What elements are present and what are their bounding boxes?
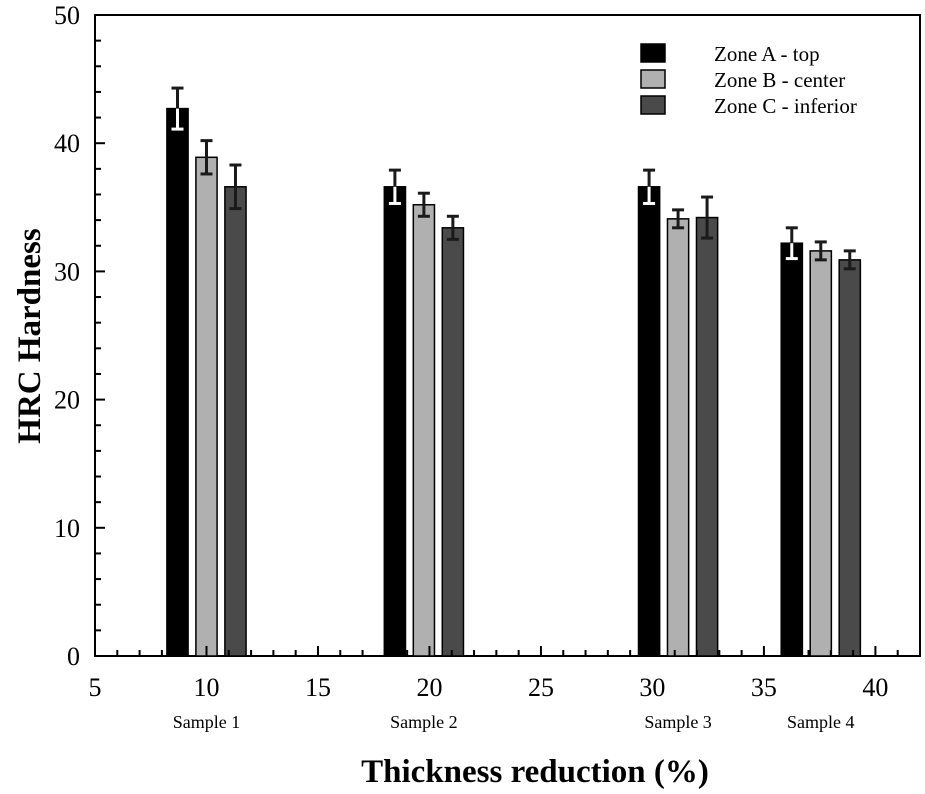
- sample-label-3: Sample 3: [644, 712, 712, 732]
- x-tick-label: 20: [416, 673, 442, 702]
- bar-4-3: [838, 259, 862, 657]
- x-tick-label: 15: [305, 673, 331, 702]
- x-tick-label: 10: [193, 673, 219, 702]
- bar-3-3: [695, 216, 719, 657]
- legend-label: Zone B - center: [714, 68, 845, 92]
- sample-label-1: Sample 1: [173, 712, 241, 732]
- legend-item-2: Zone B - center: [640, 68, 845, 92]
- legend-swatch: [640, 43, 666, 63]
- x-tick-label: 40: [862, 673, 888, 702]
- error-bar-1-2: [200, 139, 213, 176]
- bar-1-3: [224, 186, 247, 657]
- bar-1-2: [195, 156, 218, 657]
- x-tick-label: 30: [639, 673, 665, 702]
- sample-label-2: Sample 2: [390, 712, 458, 732]
- bar-3-1: [637, 186, 661, 657]
- x-axis-ticks: 5 10 15 20 25 30 35 40: [89, 646, 921, 702]
- legend-label: Zone C - inferior: [714, 94, 857, 118]
- error-bar-4-2: [814, 240, 827, 262]
- error-bar-4-3: [843, 249, 856, 271]
- legend-item-1: Zone A - top: [640, 42, 820, 66]
- sample-label-4: Sample 4: [787, 712, 855, 732]
- y-axis-ticks: 0 10 20 30 40 50: [54, 1, 105, 671]
- legend-label: Zone A - top: [714, 42, 820, 66]
- y-tick-label: 20: [54, 386, 80, 415]
- bar-2-2: [412, 203, 436, 657]
- error-bars-layer: [171, 86, 856, 271]
- y-axis-title: HRC Hardness: [12, 228, 48, 444]
- error-bar-2-3: [446, 214, 459, 241]
- error-bar-3-2: [672, 208, 685, 230]
- y-tick-label: 0: [67, 642, 80, 671]
- bar-1-1: [166, 107, 189, 657]
- y-tick-label: 30: [54, 257, 80, 286]
- error-bar-4-1: [785, 226, 798, 261]
- y-tick-label: 40: [54, 129, 80, 158]
- x-tick-label: 25: [528, 673, 554, 702]
- bar-3-2: [666, 218, 690, 657]
- error-bar-2-1: [388, 168, 401, 205]
- legend-swatch: [640, 95, 666, 115]
- legend-swatch: [640, 69, 666, 89]
- y-tick-label: 10: [54, 514, 80, 543]
- bar-2-3: [441, 227, 465, 657]
- bar-4-2: [809, 250, 833, 657]
- x-tick-label: 35: [751, 673, 777, 702]
- sample-labels: Sample 1 Sample 2 Sample 3 Sample 4: [173, 712, 855, 732]
- x-tick-label: 5: [89, 673, 102, 702]
- error-bar-1-1: [171, 86, 184, 131]
- plot-frame: [94, 14, 921, 657]
- error-bar-1-3: [229, 163, 242, 211]
- error-bar-3-3: [701, 195, 714, 240]
- error-bar-2-2: [417, 191, 430, 218]
- bars-layer: [166, 107, 862, 657]
- y-tick-label: 50: [54, 1, 80, 30]
- x-axis-title: Thickness reduction (%): [361, 754, 709, 790]
- legend-item-3: Zone C - inferior: [640, 94, 857, 118]
- bar-4-1: [780, 242, 804, 657]
- error-bar-3-1: [643, 168, 656, 205]
- bar-2-1: [383, 186, 407, 657]
